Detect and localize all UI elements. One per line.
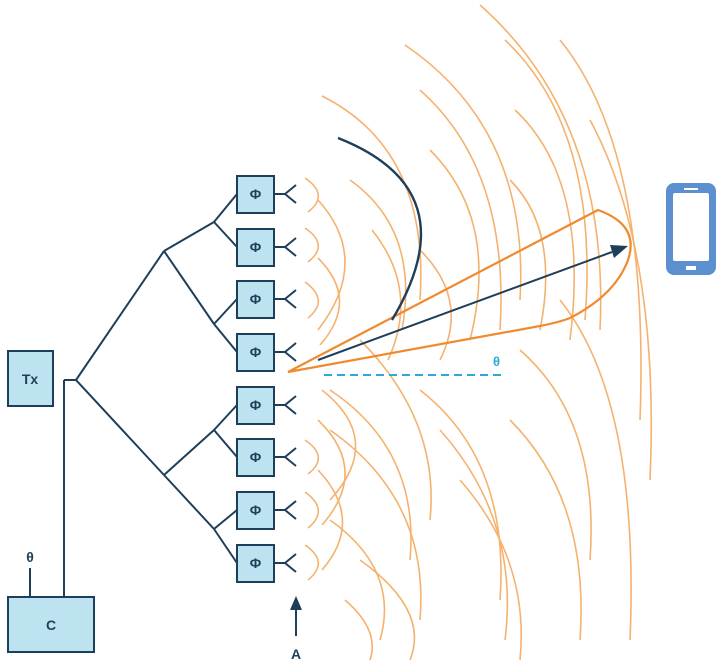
wavefront-arc: [504, 39, 588, 321]
phase-shifter: Φ: [236, 333, 297, 372]
phase-shifter-label: Φ: [250, 555, 262, 571]
wavefront-arc: [419, 249, 452, 361]
steering-sweep-arc: [337, 136, 423, 321]
wavefront-arc: [321, 95, 422, 301]
controller-label: C: [46, 617, 56, 633]
beam-direction-arrow: [317, 251, 613, 361]
wavefront-arc: [304, 439, 320, 475]
beam-lobe: [287, 208, 632, 374]
wavefront-arc: [321, 389, 357, 501]
wavefront-arc: [589, 119, 652, 481]
antenna-element: [274, 237, 297, 257]
wavefront-arc: [349, 179, 407, 331]
wavefront-arc: [329, 429, 422, 621]
steering-angle-label: θ: [493, 354, 500, 369]
wavefront-arc: [304, 491, 320, 529]
phase-shifter-label: Φ: [250, 344, 262, 360]
wavefront-arc: [419, 89, 502, 331]
controller-input-label: θ: [26, 549, 34, 565]
antenna-element: [274, 500, 297, 520]
wavefront-arc: [439, 429, 509, 641]
wavefront-arc: [304, 227, 320, 263]
phase-shifter: Φ: [236, 438, 297, 477]
phase-shifter-label: Φ: [250, 186, 262, 202]
phase-shifter-label: Φ: [250, 397, 262, 413]
phase-shifter: Φ: [236, 280, 297, 319]
phase-shifter: Φ: [236, 544, 297, 583]
beam-arrowhead: [610, 245, 628, 258]
phase-shifter-label: Φ: [250, 239, 262, 255]
wavefront-arc: [359, 559, 416, 661]
wavefront-arc: [514, 109, 575, 341]
phase-shifter: Φ: [236, 491, 297, 530]
wavefront-arc: [304, 177, 320, 213]
wavefront-arc: [479, 4, 602, 331]
wavefront-arc: [559, 299, 632, 641]
phase-shifter: Φ: [236, 386, 297, 425]
wavefront-arc: [419, 389, 502, 601]
wavefront-arc: [317, 469, 344, 571]
feed-network: [63, 193, 238, 598]
antenna-element: [274, 553, 297, 573]
antenna-element: [274, 395, 297, 415]
wavefront-arc: [459, 479, 523, 661]
phase-shifter: Φ: [236, 228, 297, 267]
phase-shifter-label: Φ: [250, 502, 262, 518]
antenna-element: [274, 184, 297, 204]
antenna-element: [274, 342, 297, 362]
phase-shifter-label: Φ: [250, 449, 262, 465]
phase-shifter: Φ: [236, 175, 297, 214]
transmitter-block: Tx: [7, 350, 54, 407]
wavefront-arc: [429, 149, 480, 341]
antenna-element: [274, 447, 297, 467]
array-marker: A: [290, 596, 302, 662]
wavefront-arc: [519, 349, 592, 561]
wavefront-arcs: [304, 4, 652, 661]
wavefront-arc: [304, 281, 320, 319]
wavefront-arc: [559, 39, 642, 421]
wavefront-arc: [317, 257, 341, 346]
phone-icon: [666, 183, 716, 275]
wavefront-arc: [359, 339, 432, 521]
wavefront-arc: [329, 519, 386, 641]
wavefront-arc: [371, 229, 402, 361]
wavefront-arc: [509, 419, 582, 641]
wavefront-arc: [509, 179, 547, 331]
wavefront-arc: [329, 389, 412, 561]
wavefront-arc: [344, 599, 374, 661]
phase-shifter-label: Φ: [250, 291, 262, 307]
phase-shifter-array: Φ Φ Φ Φ Φ Φ Φ Φ: [236, 175, 297, 583]
wavefront-arc: [317, 199, 346, 331]
antenna-element: [274, 289, 297, 309]
wavefront-arc: [304, 544, 320, 581]
wavefront-arc: [317, 419, 346, 526]
transmitter-label: Tx: [22, 371, 39, 387]
wavefront-arc: [404, 44, 522, 301]
controller-block: C θ: [7, 549, 95, 653]
array-marker-label: A: [291, 646, 301, 662]
